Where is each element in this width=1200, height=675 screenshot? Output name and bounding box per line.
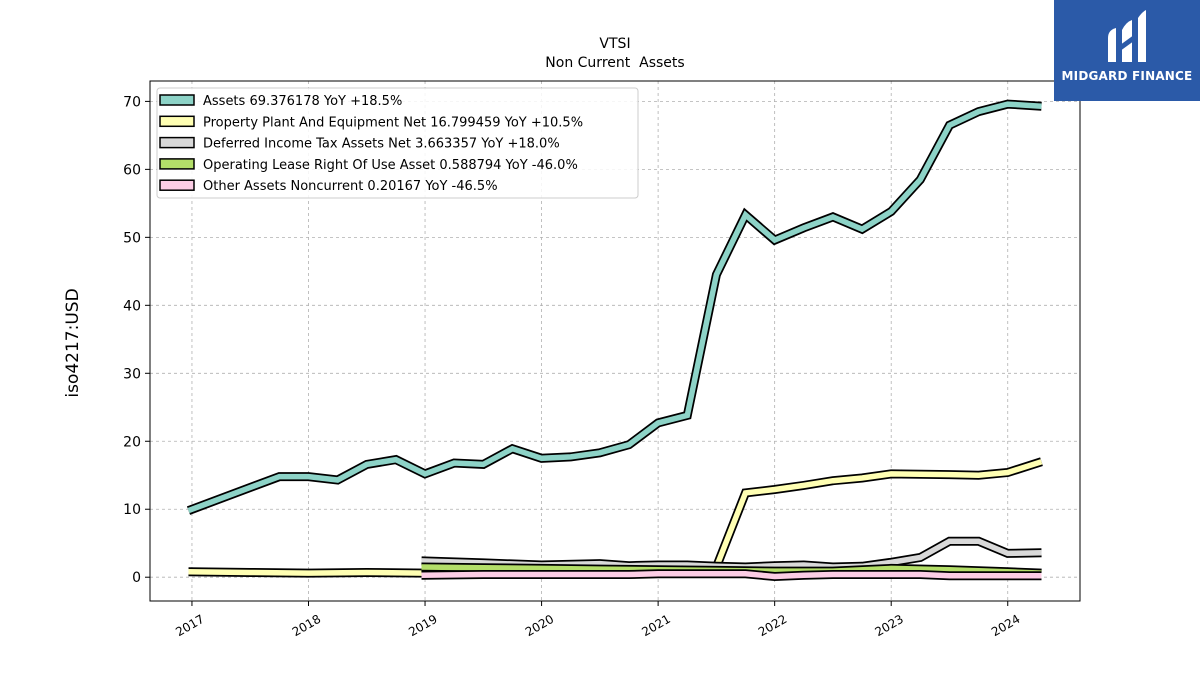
- axes: 0 10 20 30 40 50 60 70 2017 2018 2019 2020 2021 2022 2…: [123, 94, 1022, 639]
- x-tick-label: 2017: [173, 612, 206, 639]
- legend-swatch: [159, 94, 195, 106]
- y-tick-label: 50: [123, 230, 141, 246]
- y-axis-label: iso4217:USD: [63, 288, 83, 397]
- legend-swatch: [159, 115, 195, 128]
- legend-label: Assets 69.376178 YoY +18.5%: [203, 94, 402, 109]
- series-line-4: [421, 569, 1042, 582]
- x-tick-label: 2018: [290, 612, 323, 639]
- series-layer: [186, 99, 1043, 582]
- series-line-0: [186, 99, 1042, 515]
- legend-swatch: [159, 136, 195, 149]
- y-tick-label: 60: [123, 162, 141, 178]
- legend-label: Deferred Income Tax Assets Net 3.663357 …: [203, 137, 560, 152]
- legend-swatch: [159, 158, 195, 170]
- series-stroke: [187, 101, 1042, 514]
- brand-logo: MIDGARD FINANCE: [1054, 0, 1200, 101]
- y-tick-label: 30: [123, 366, 141, 382]
- y-tick-label: 20: [123, 434, 141, 450]
- x-tick-label: 2023: [872, 612, 905, 639]
- series-stroke: [421, 538, 1042, 570]
- y-tick-label: 40: [123, 298, 141, 314]
- x-tick-label: 2019: [406, 612, 439, 639]
- logo-text: MIDGARD FINANCE: [1061, 69, 1193, 83]
- y-tick-label: 70: [123, 94, 141, 110]
- plot-frame: [149, 80, 1081, 602]
- y-tick-label: 10: [123, 502, 141, 518]
- legend-box: [156, 87, 639, 199]
- legend-label: Other Assets Noncurrent 0.20167 YoY -46.…: [203, 179, 498, 194]
- legend-swatch: [159, 179, 195, 191]
- chart-subtitle: Non Current Assets: [545, 55, 684, 71]
- chart-title: VTSI: [599, 36, 630, 52]
- x-tick-label: 2022: [756, 612, 789, 639]
- legend: Assets 69.376178 YoY +18.5% Property Plan…: [156, 87, 639, 199]
- x-tick-label: 2024: [989, 612, 1022, 639]
- legend-label: Property Plant And Equipment Net 16.7994…: [203, 115, 583, 130]
- x-tick-label: 2020: [523, 612, 556, 639]
- x-tick-label: 2021: [639, 612, 672, 639]
- y-tick-label: 0: [132, 570, 141, 586]
- midgard-m-logo-icon: [1108, 10, 1146, 62]
- series-stroke: [421, 571, 1042, 580]
- series-line-2: [421, 536, 1042, 572]
- legend-label: Operating Lease Right Of Use Asset 0.588…: [203, 158, 578, 173]
